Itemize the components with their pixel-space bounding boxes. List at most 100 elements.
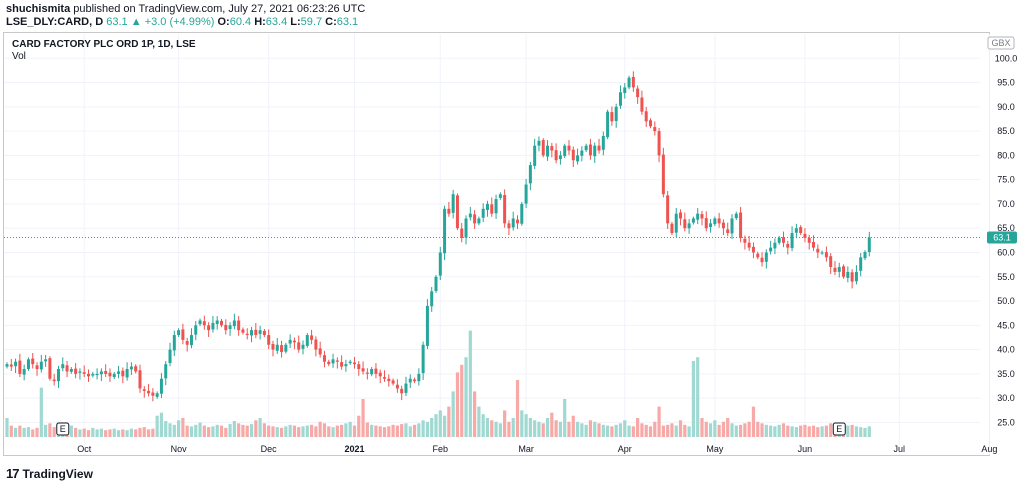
volume-bar — [867, 426, 871, 437]
candle-body — [254, 329, 258, 336]
low-label: L: — [290, 16, 301, 28]
candle-body — [138, 370, 142, 389]
volume-bar — [275, 427, 279, 437]
y-tick-label: 50.0 — [997, 296, 1015, 306]
volume-bar — [674, 425, 678, 437]
candle-body — [631, 76, 635, 88]
candle-body — [271, 343, 275, 350]
candle-body — [344, 364, 348, 367]
volume-bar — [614, 424, 618, 437]
candle-body — [760, 257, 764, 263]
volume-bar — [5, 418, 9, 437]
candle-body — [207, 325, 211, 331]
volume-bar — [820, 426, 824, 437]
candle-body — [451, 194, 455, 213]
volume-bar — [584, 424, 588, 437]
volume-bar — [361, 399, 365, 437]
volume-bar — [370, 424, 374, 437]
publisher-username[interactable]: shuchismita — [6, 3, 71, 15]
candle-body — [82, 372, 86, 374]
candle-body — [314, 339, 318, 350]
volume-bar — [846, 425, 850, 437]
volume-bar — [734, 425, 738, 437]
earnings-marker-box — [832, 422, 846, 436]
volume-bar — [726, 418, 730, 437]
candle-body — [627, 77, 631, 88]
volume-bar — [717, 424, 721, 437]
candle-body — [198, 320, 202, 325]
volume-bar — [794, 427, 798, 437]
candle-body — [473, 214, 477, 224]
candle-body — [258, 330, 262, 334]
candle-body — [129, 366, 133, 370]
candle-body — [44, 359, 48, 362]
volume-bar — [412, 424, 417, 437]
volume-bar — [177, 420, 181, 437]
candle-body — [584, 145, 588, 151]
volume-bar — [91, 427, 95, 437]
volume-bar — [494, 421, 498, 437]
close-label: C: — [325, 16, 337, 28]
y-tick-label: 60.0 — [997, 247, 1015, 257]
candle-body — [460, 228, 464, 238]
candles — [5, 71, 871, 402]
volume-bar — [279, 427, 284, 437]
candle-body — [400, 388, 404, 394]
volume-bar — [464, 357, 468, 437]
high-value: 63.4 — [265, 16, 288, 28]
published-text: published on TradingView.com, July 27, 2… — [73, 3, 366, 15]
candle-body — [661, 154, 665, 195]
volume-bar — [352, 425, 357, 437]
candle-body — [374, 368, 378, 374]
candle-body — [417, 373, 421, 382]
y-tick-label: 30.0 — [997, 393, 1015, 403]
candle-body — [370, 369, 374, 375]
x-tick-label: Oct — [77, 444, 92, 454]
currency-badge: GBX — [987, 36, 1015, 50]
candle-body — [623, 87, 627, 94]
x-tick-label: Dec — [261, 444, 278, 454]
candle-body — [524, 184, 528, 204]
volume-bar — [610, 426, 614, 437]
x-axis: Oct Nov Dec 2021 Feb Mar Apr May Jun Jul Aug E E — [56, 422, 997, 454]
y-tick-label: 40.0 — [997, 345, 1015, 355]
volume-bar — [541, 423, 545, 437]
candle-body — [490, 204, 494, 214]
candle-body — [91, 373, 95, 376]
volume-bar — [606, 425, 610, 437]
candle-body — [863, 252, 867, 259]
candle-body — [691, 218, 695, 223]
volume-bar — [533, 420, 537, 437]
volume-bar — [340, 424, 344, 437]
tradingview-logo[interactable]: 17 TradingView — [6, 466, 93, 481]
earnings-marker-label: E — [60, 424, 66, 434]
volume-bar — [99, 428, 103, 437]
volume-bar — [249, 424, 254, 437]
candle-body — [31, 358, 35, 365]
tradingview-logo-text: TradingView — [22, 466, 93, 481]
volume-bar — [515, 380, 520, 437]
volume-bar — [773, 426, 777, 437]
x-tick-label: 2021 — [344, 444, 364, 454]
candle-body — [498, 194, 502, 198]
volume-bar — [207, 427, 211, 437]
candle-body — [674, 213, 678, 233]
volume-bars — [5, 330, 871, 437]
volume-bar — [442, 415, 447, 437]
candle-body — [507, 223, 511, 229]
candle-body — [867, 237, 871, 253]
candle-body — [837, 267, 841, 272]
candle-body — [481, 208, 485, 218]
candle-body — [159, 378, 163, 394]
x-tick-label: May — [706, 444, 724, 454]
volume-bar — [52, 427, 56, 437]
candle-body — [464, 218, 468, 238]
candle-body — [48, 358, 52, 379]
volume-bar — [374, 425, 378, 437]
y-tick-label: 80.0 — [997, 150, 1015, 160]
volume-bar — [528, 418, 532, 437]
candle-body — [26, 359, 30, 370]
volume-bar — [738, 424, 743, 437]
volume-bar — [82, 428, 86, 437]
